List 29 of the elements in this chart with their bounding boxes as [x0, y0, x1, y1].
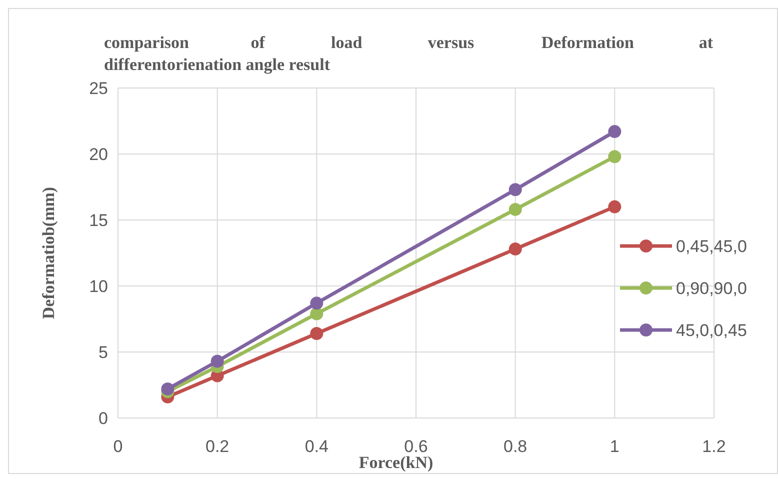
chart-title: comparison of load versus Deformation at differentorienation angle result — [104, 33, 713, 74]
y-tick-label: 15 — [89, 211, 108, 230]
point — [210, 354, 224, 368]
point — [508, 183, 522, 196]
point — [508, 202, 522, 216]
x-tick-label: 0.8 — [504, 437, 528, 456]
y-tick-label: 20 — [89, 145, 108, 164]
y-tick-label: 5 — [98, 343, 108, 362]
legend-label: 0,90,90,0 — [676, 279, 747, 298]
point — [161, 382, 174, 396]
x-tick-label: 0 — [113, 437, 123, 456]
legend-label: 0,45,45,0 — [676, 237, 747, 256]
point — [310, 327, 324, 340]
point — [310, 296, 324, 310]
legend-label: 45,0,0,45 — [676, 321, 747, 340]
y-axis-title: Deformatiob(mm) — [39, 186, 58, 320]
point — [608, 200, 622, 214]
y-tick-label: 0 — [98, 409, 108, 428]
y-tick-label: 25 — [89, 79, 108, 98]
x-tick-label: 0.4 — [304, 437, 328, 456]
x-tick-label: 0.6 — [404, 437, 428, 456]
y-tick-label: 10 — [89, 277, 108, 296]
point — [608, 150, 622, 164]
x-tick-label: 0.2 — [206, 437, 230, 456]
point — [508, 242, 522, 256]
x-tick-label: 1.2 — [702, 437, 726, 456]
x-axis-title: Force(kN) — [358, 453, 434, 472]
point — [608, 125, 622, 138]
x-tick-label: 1 — [610, 437, 620, 456]
